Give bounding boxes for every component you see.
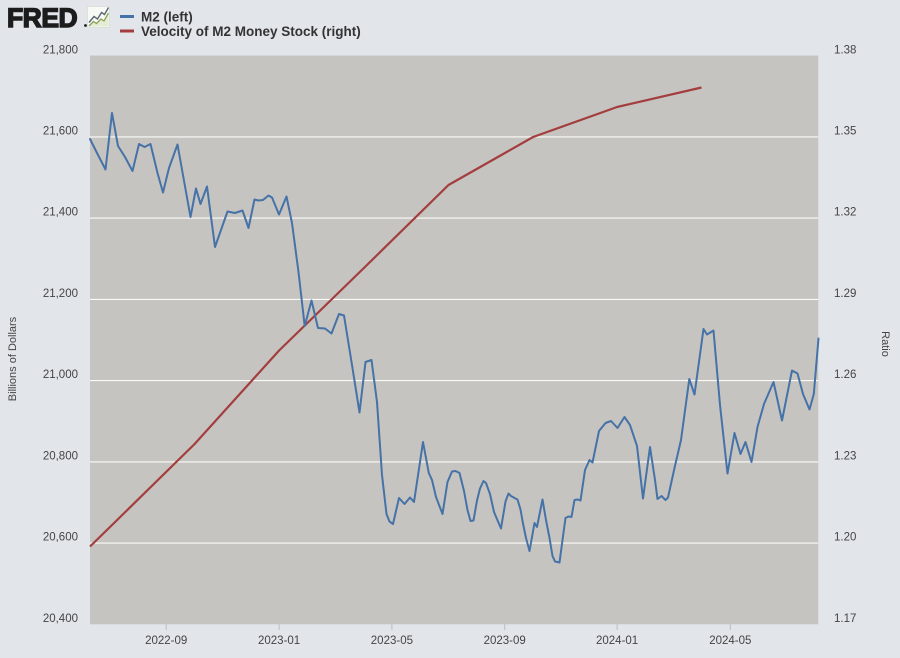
svg-text:Velocity of M2 Money Stock (ri: Velocity of M2 Money Stock (right) bbox=[141, 24, 361, 39]
svg-text:2024-05: 2024-05 bbox=[709, 635, 751, 647]
svg-text:1.29: 1.29 bbox=[834, 288, 856, 300]
svg-text:21,400: 21,400 bbox=[43, 207, 78, 219]
svg-text:21,800: 21,800 bbox=[43, 44, 78, 56]
svg-text:1.32: 1.32 bbox=[834, 207, 856, 219]
svg-text:Billions of Dollars: Billions of Dollars bbox=[7, 316, 19, 401]
svg-text:1.23: 1.23 bbox=[834, 451, 856, 463]
svg-text:20,800: 20,800 bbox=[43, 451, 78, 463]
svg-text:1.26: 1.26 bbox=[834, 369, 856, 381]
svg-text:2023-01: 2023-01 bbox=[258, 635, 300, 647]
svg-text:1.20: 1.20 bbox=[834, 532, 856, 544]
svg-text:1.38: 1.38 bbox=[834, 44, 856, 56]
svg-text:20,600: 20,600 bbox=[43, 532, 78, 544]
svg-text:2022-09: 2022-09 bbox=[145, 635, 187, 647]
svg-text:2023-09: 2023-09 bbox=[484, 635, 526, 647]
svg-text:21,200: 21,200 bbox=[43, 288, 78, 300]
svg-text:20,400: 20,400 bbox=[43, 613, 78, 625]
svg-text:1.35: 1.35 bbox=[834, 126, 856, 138]
svg-text:21,000: 21,000 bbox=[43, 369, 78, 381]
svg-text:2024-01: 2024-01 bbox=[596, 635, 638, 647]
svg-text:Ratio: Ratio bbox=[879, 331, 891, 357]
svg-text:21,600: 21,600 bbox=[43, 126, 78, 138]
svg-text:1.17: 1.17 bbox=[834, 613, 856, 625]
svg-text:FRED: FRED bbox=[7, 3, 78, 33]
svg-text:2023-05: 2023-05 bbox=[371, 635, 413, 647]
svg-text:M2 (left): M2 (left) bbox=[141, 10, 193, 25]
